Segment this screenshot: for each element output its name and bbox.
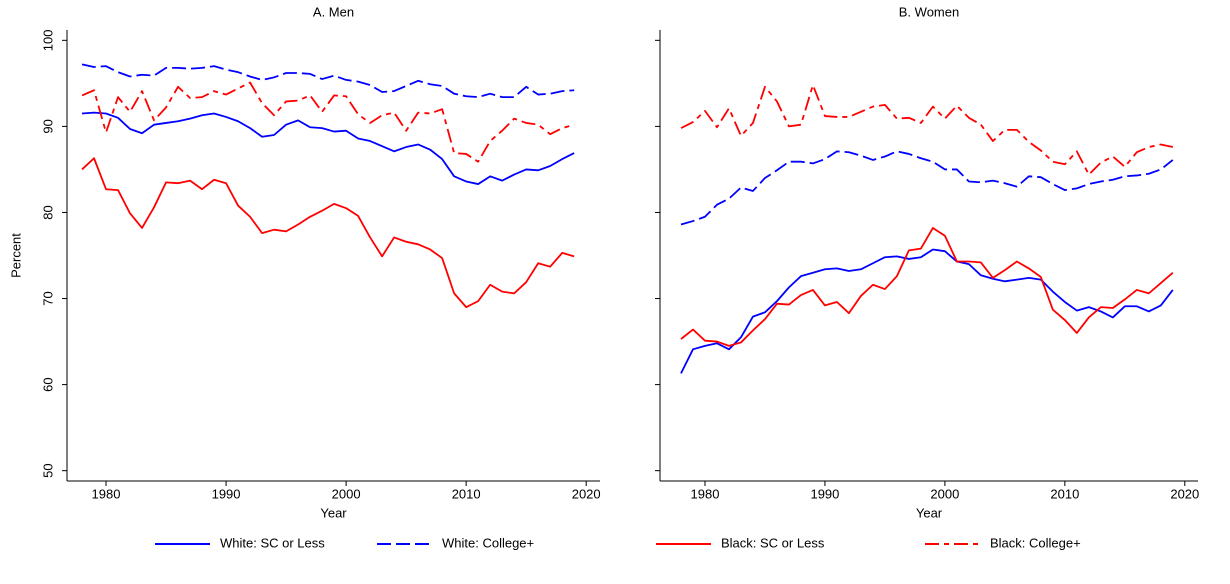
- x-tick-label: 2010: [1050, 486, 1079, 501]
- legend-label: White: SC or Less: [220, 535, 325, 550]
- y-tick-label: 70: [40, 291, 55, 305]
- x-tick-label: 1980: [691, 486, 720, 501]
- series-line: [680, 84, 1173, 176]
- series-line: [81, 63, 575, 99]
- x-tick-label: 2020: [572, 486, 601, 501]
- legend-label: White: College+: [442, 535, 534, 550]
- series-line: [81, 157, 575, 309]
- x-axis-label: Year: [916, 505, 943, 520]
- legend-label: Black: College+: [990, 535, 1081, 550]
- series-line: [680, 248, 1174, 374]
- y-axis-label: Percent: [8, 233, 23, 278]
- y-tick-label: 80: [40, 205, 55, 219]
- series-line: [81, 81, 575, 163]
- x-tick-label: 1990: [810, 486, 839, 501]
- x-axis-label: Year: [320, 505, 347, 520]
- x-tick-label: 2000: [930, 486, 959, 501]
- panel-title: B. Women: [899, 4, 959, 19]
- series-line: [680, 150, 1174, 226]
- y-tick-label: 60: [40, 377, 55, 391]
- legend-label: Black: SC or Less: [721, 535, 825, 550]
- x-tick-label: 1980: [92, 486, 121, 501]
- series-line: [81, 111, 575, 185]
- series-line: [680, 227, 1174, 347]
- panel-title: A. Men: [313, 4, 354, 19]
- x-tick-label: 2010: [452, 486, 481, 501]
- x-tick-label: 2020: [1170, 486, 1199, 501]
- x-tick-label: 2000: [332, 486, 361, 501]
- y-tick-label: 90: [40, 119, 55, 133]
- y-tick-label: 100: [40, 29, 55, 51]
- y-tick-label: 50: [40, 463, 55, 477]
- x-tick-label: 1990: [212, 486, 241, 501]
